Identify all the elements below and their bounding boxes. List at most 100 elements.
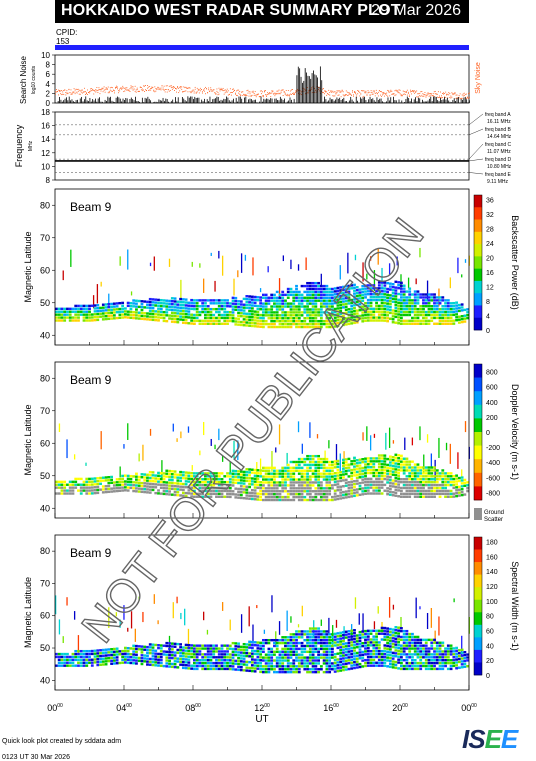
noise-point <box>190 91 192 93</box>
heatmap-cell <box>297 487 301 490</box>
heatmap-cell <box>129 653 133 656</box>
heatmap-cell <box>82 316 86 319</box>
heatmap-cell <box>435 299 439 302</box>
noise-point <box>309 89 311 91</box>
heatmap-cell <box>422 319 425 323</box>
heatmap-cell <box>369 256 372 261</box>
heatmap-cell <box>394 292 398 295</box>
heatmap-cell <box>331 495 334 499</box>
heatmap-cell <box>380 281 384 284</box>
heatmap-cell <box>259 316 263 320</box>
noise-point <box>388 90 390 92</box>
heatmap-cell <box>248 477 251 480</box>
heatmap-cell <box>179 476 182 480</box>
noise-point <box>111 87 113 89</box>
heatmap-cell <box>248 491 251 495</box>
heatmap-cell <box>212 644 216 647</box>
heatmap-cell <box>284 650 287 654</box>
heatmap-cell <box>457 315 461 318</box>
noise-bar <box>423 101 425 103</box>
heatmap-cell <box>170 473 174 476</box>
heatmap-cell <box>369 307 373 311</box>
heatmap-cell <box>215 475 218 478</box>
heatmap-cell <box>173 306 177 309</box>
noise-point <box>440 91 441 93</box>
heatmap-cell <box>180 431 182 439</box>
heatmap-cell <box>168 308 171 311</box>
heatmap-cell <box>452 319 456 322</box>
noise-point <box>367 92 369 94</box>
heatmap-cell <box>400 290 403 293</box>
heatmap-cell <box>248 304 251 307</box>
heatmap-cell <box>135 653 138 656</box>
noise-point <box>252 90 254 92</box>
heatmap-cell <box>71 652 75 656</box>
heatmap-cell <box>168 650 171 654</box>
heatmap-cell <box>204 472 207 475</box>
heatmap-cell <box>292 653 296 656</box>
heatmap-cell <box>77 307 80 311</box>
heatmap-cell <box>262 670 265 674</box>
heatmap-cell <box>369 284 373 287</box>
heatmap-cell <box>146 657 149 660</box>
noise-point <box>97 92 99 93</box>
heatmap-cell <box>314 466 318 470</box>
heatmap-cell <box>385 432 387 450</box>
heatmap-cell <box>339 479 343 483</box>
heatmap-cell <box>424 480 428 484</box>
noise-point <box>76 92 78 94</box>
heatmap-cell <box>157 652 160 656</box>
heatmap-cell <box>375 293 378 296</box>
heatmap-cell <box>275 317 279 320</box>
heatmap-cell <box>297 641 301 645</box>
noise-point <box>375 92 377 94</box>
heatmap-cell <box>124 313 127 316</box>
heatmap-cell <box>149 428 152 436</box>
heatmap-cell <box>441 319 445 323</box>
noise-point <box>339 90 341 92</box>
heatmap-cell <box>311 481 315 484</box>
noise-point <box>149 89 151 91</box>
heatmap-cell <box>165 308 169 311</box>
heatmap-cell <box>317 293 320 297</box>
heatmap-cell <box>369 313 373 316</box>
heatmap-cell <box>79 477 83 481</box>
heatmap-cell <box>199 450 201 456</box>
heatmap-cell <box>184 318 188 322</box>
heatmap-cell <box>400 466 403 469</box>
noise-bar <box>271 98 273 103</box>
noise-point <box>399 93 401 95</box>
heatmap-cell <box>157 477 160 480</box>
heatmap-cell <box>372 466 376 469</box>
heatmap-cell <box>391 282 395 286</box>
heatmap-cell <box>66 492 69 495</box>
heatmap-cell <box>328 466 332 470</box>
heatmap-cell <box>405 492 409 496</box>
heatmap-cell <box>132 316 136 320</box>
heatmap-cell <box>438 313 442 317</box>
heatmap-cell <box>394 465 398 468</box>
heatmap-cell <box>292 490 296 493</box>
heatmap-cell <box>115 650 119 653</box>
heatmap-cell <box>126 661 130 664</box>
heatmap-cell <box>181 318 185 322</box>
heatmap-cell <box>137 656 141 660</box>
heatmap-cell <box>424 296 428 299</box>
heatmap-cell <box>262 305 265 308</box>
noise-point <box>465 93 467 95</box>
noise-point <box>333 91 335 93</box>
colorbar-tick-label: 800 <box>486 370 498 377</box>
heatmap-cell <box>405 313 409 317</box>
noise-bar <box>350 96 352 103</box>
heatmap-cell <box>419 489 423 493</box>
heatmap-cell <box>88 649 91 653</box>
heatmap-cell <box>126 652 130 656</box>
heatmap-cell <box>148 491 152 494</box>
heatmap-cell <box>209 492 213 496</box>
lat-tick-label: 70 <box>40 233 50 243</box>
noise-bar <box>286 101 288 103</box>
noise-point <box>295 92 297 94</box>
heatmap-cell <box>306 284 309 288</box>
heatmap-cell <box>99 654 102 658</box>
freq-band-connector <box>468 128 484 136</box>
